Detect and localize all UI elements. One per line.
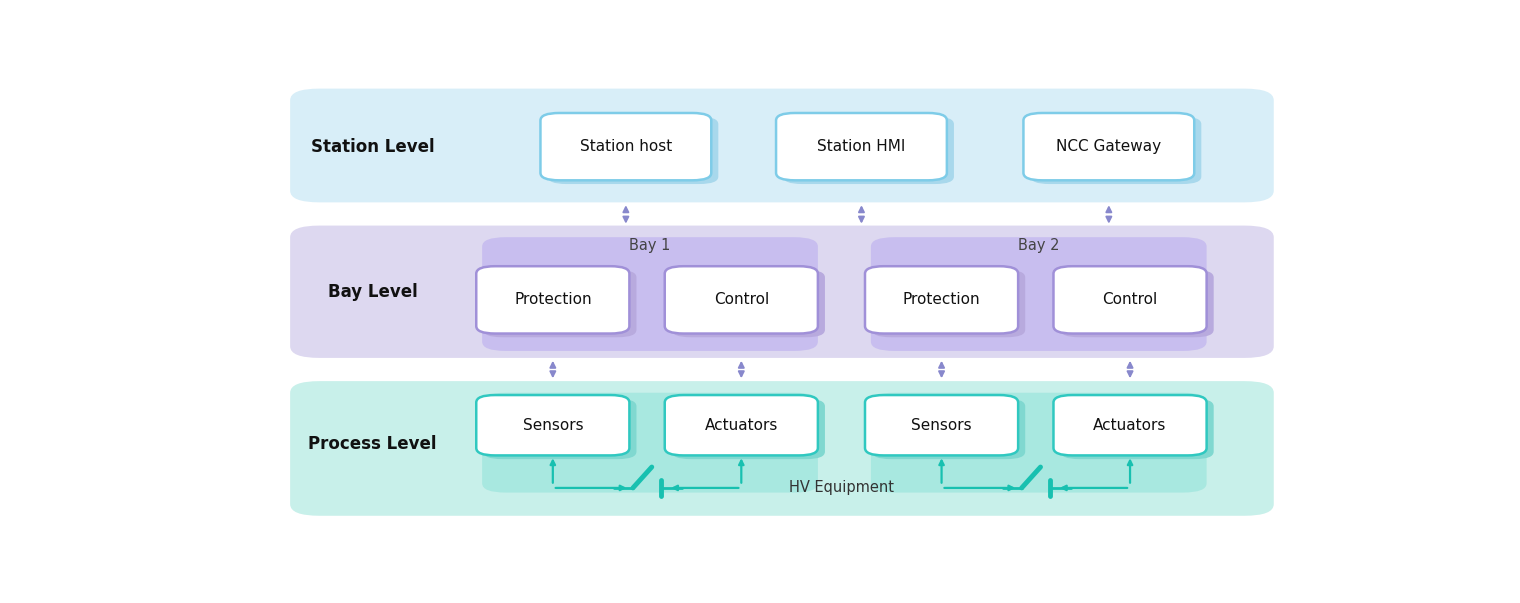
- Text: Actuators: Actuators: [1093, 418, 1167, 433]
- FancyBboxPatch shape: [1061, 399, 1213, 459]
- FancyBboxPatch shape: [664, 266, 818, 333]
- FancyBboxPatch shape: [476, 395, 629, 455]
- Text: Bay Level: Bay Level: [328, 283, 418, 301]
- FancyBboxPatch shape: [1053, 395, 1207, 455]
- FancyBboxPatch shape: [865, 395, 1018, 455]
- FancyBboxPatch shape: [290, 89, 1274, 203]
- Text: Station Level: Station Level: [310, 137, 435, 156]
- FancyBboxPatch shape: [290, 381, 1274, 516]
- Text: Station host: Station host: [579, 139, 672, 154]
- FancyBboxPatch shape: [1031, 117, 1201, 184]
- Text: Protection: Protection: [903, 292, 980, 308]
- Text: Process Level: Process Level: [309, 435, 436, 453]
- Text: NCC Gateway: NCC Gateway: [1056, 139, 1161, 154]
- FancyBboxPatch shape: [476, 266, 629, 333]
- FancyBboxPatch shape: [871, 393, 1207, 493]
- Text: Control: Control: [1102, 292, 1158, 308]
- FancyBboxPatch shape: [482, 237, 818, 351]
- Text: Sensors: Sensors: [912, 418, 971, 433]
- FancyBboxPatch shape: [483, 270, 637, 337]
- Text: Bay 2: Bay 2: [1018, 238, 1059, 253]
- FancyBboxPatch shape: [865, 266, 1018, 333]
- FancyBboxPatch shape: [672, 399, 825, 459]
- Text: Sensors: Sensors: [523, 418, 584, 433]
- FancyBboxPatch shape: [290, 226, 1274, 358]
- FancyBboxPatch shape: [777, 113, 947, 180]
- FancyBboxPatch shape: [672, 270, 825, 337]
- FancyBboxPatch shape: [1061, 270, 1213, 337]
- FancyBboxPatch shape: [547, 117, 719, 184]
- FancyBboxPatch shape: [541, 113, 711, 180]
- FancyBboxPatch shape: [871, 237, 1207, 351]
- FancyBboxPatch shape: [482, 393, 818, 493]
- FancyBboxPatch shape: [872, 399, 1024, 459]
- FancyBboxPatch shape: [1023, 113, 1195, 180]
- Text: HV Equipment: HV Equipment: [789, 481, 894, 496]
- FancyBboxPatch shape: [1053, 266, 1207, 333]
- FancyBboxPatch shape: [783, 117, 955, 184]
- Text: Protection: Protection: [514, 292, 591, 308]
- Text: Station HMI: Station HMI: [818, 139, 906, 154]
- Text: Bay 1: Bay 1: [629, 238, 670, 253]
- FancyBboxPatch shape: [664, 395, 818, 455]
- Text: Control: Control: [714, 292, 769, 308]
- Text: Actuators: Actuators: [705, 418, 778, 433]
- FancyBboxPatch shape: [483, 399, 637, 459]
- FancyBboxPatch shape: [872, 270, 1024, 337]
